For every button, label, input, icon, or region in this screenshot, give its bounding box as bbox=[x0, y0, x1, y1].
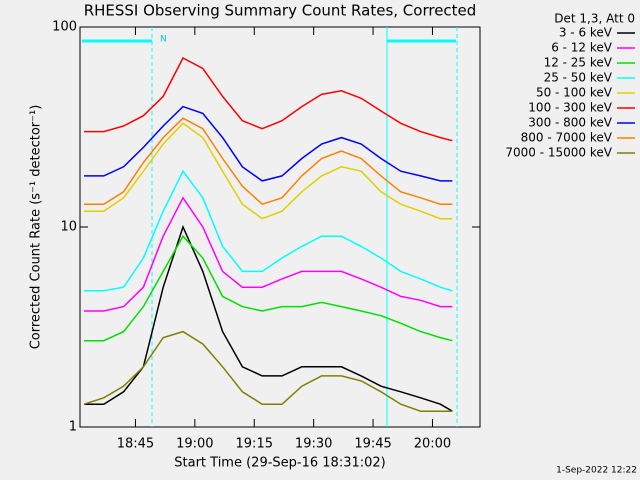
legend-label: 50 - 100 keV bbox=[536, 86, 613, 100]
x-tick-label: 19:30 bbox=[295, 437, 332, 452]
legend-label: 800 - 7000 keV bbox=[521, 131, 613, 145]
x-tick-label: 18:45 bbox=[117, 437, 154, 452]
y-axis-label: Corrected Count Rate (s⁻¹ detector⁻¹) bbox=[29, 105, 44, 350]
legend-label: 300 - 800 keV bbox=[528, 116, 612, 130]
series-line bbox=[84, 105, 453, 182]
chart-title: RHESSI Observing Summary Count Rates, Co… bbox=[84, 2, 477, 20]
legend-label: 25 - 50 keV bbox=[544, 71, 613, 85]
series-line bbox=[83, 330, 453, 412]
x-axis-label: Start Time (29-Sep-16 18:31:02) bbox=[174, 456, 385, 471]
footer: 1-Sep-2022 12:22 bbox=[556, 466, 637, 476]
plot-frame bbox=[79, 26, 481, 428]
legend-label: 100 - 300 keV bbox=[528, 101, 612, 115]
x-tick-label: 19:00 bbox=[176, 437, 213, 452]
y-tick-label: 100 bbox=[52, 20, 77, 35]
night-markers bbox=[82, 27, 458, 427]
legend-label: 7000 - 15000 keV bbox=[505, 146, 612, 160]
legend-title: Det 1,3, Att 0 bbox=[554, 12, 635, 26]
series-line bbox=[84, 56, 453, 142]
annotation: N bbox=[160, 35, 167, 45]
x-tick-label: 20:00 bbox=[414, 437, 451, 452]
x-tick-label: 19:45 bbox=[354, 437, 391, 452]
y-tick-label: 10 bbox=[60, 220, 77, 235]
series-line bbox=[84, 117, 453, 206]
x-tick-label: 19:15 bbox=[236, 437, 273, 452]
series-line bbox=[84, 224, 453, 412]
series-line bbox=[84, 196, 453, 312]
legend-label: 12 - 25 keV bbox=[544, 56, 613, 70]
legend-label: 6 - 12 keV bbox=[551, 41, 613, 55]
series-line bbox=[84, 234, 453, 342]
series-line bbox=[84, 122, 453, 220]
series-line bbox=[84, 169, 453, 292]
y-tick-label: 1 bbox=[69, 420, 77, 435]
legend-label: 3 - 6 keV bbox=[559, 26, 613, 40]
